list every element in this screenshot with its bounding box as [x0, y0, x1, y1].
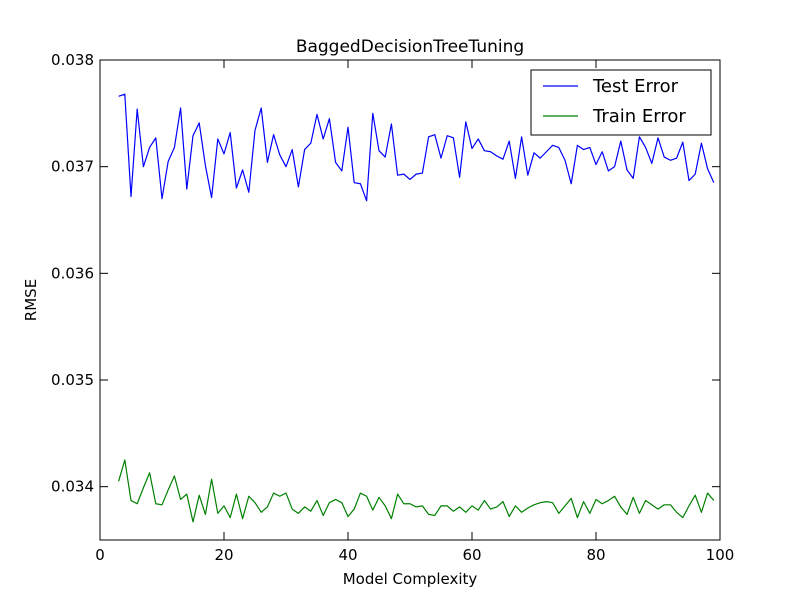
series-line-train-error: [118, 459, 715, 523]
chart-title: BaggedDecisionTreeTuning: [296, 37, 524, 57]
plot-frame: [99, 59, 721, 541]
y-tick-label: 0.037: [51, 158, 94, 176]
series-line-test-error: [118, 93, 715, 202]
legend: Test Error Train Error: [530, 69, 712, 136]
plot-series-layer: [118, 93, 715, 523]
y-tick-label: 0.036: [51, 264, 94, 282]
y-tick-label: 0.038: [51, 51, 94, 69]
y-tick-label: 0.035: [51, 371, 94, 389]
x-tick-label: 20: [214, 546, 233, 564]
legend-label-train-error: Train Error: [592, 106, 686, 127]
x-tick-label: 0: [95, 546, 105, 564]
y-axis-label: RMSE: [22, 279, 40, 321]
legend-label-test-error: Test Error: [592, 76, 679, 97]
legend-box: [530, 69, 712, 136]
x-tick-label: 60: [462, 546, 481, 564]
x-tick-label: 100: [706, 546, 735, 564]
x-tick-label: 80: [586, 546, 605, 564]
x-axis-label: Model Complexity: [343, 570, 478, 588]
y-tick-label: 0.034: [51, 478, 94, 496]
x-tick-label: 40: [338, 546, 357, 564]
